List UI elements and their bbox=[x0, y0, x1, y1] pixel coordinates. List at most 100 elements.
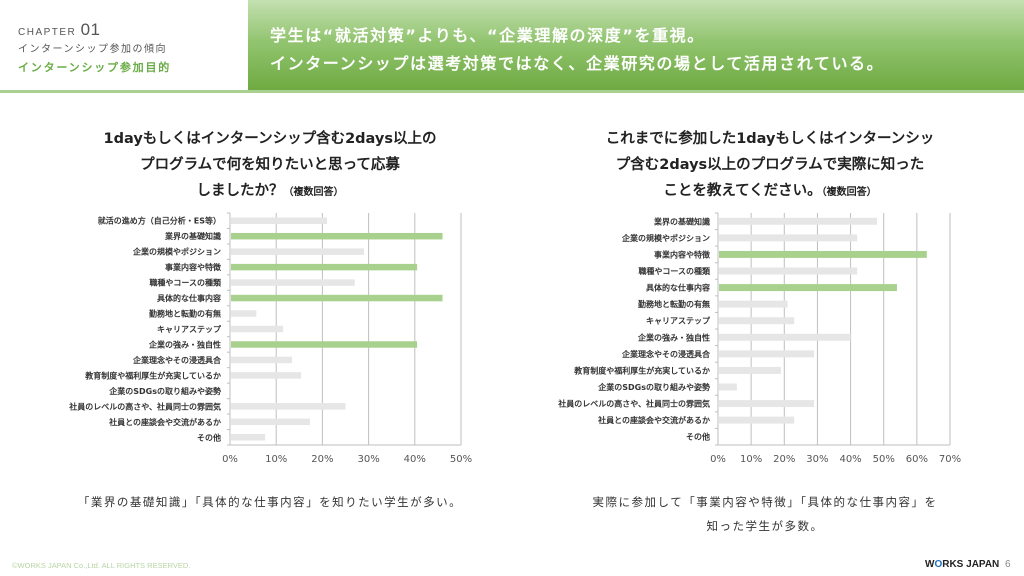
bar bbox=[719, 267, 858, 275]
x-tick-label: 0% bbox=[710, 454, 726, 465]
chart-right-title-line-2: プ含む2days以上のプログラムで実際に知った bbox=[615, 157, 925, 173]
category-label: 企業の規模やポジション bbox=[132, 247, 221, 257]
bar bbox=[231, 325, 284, 333]
page-number: 6 bbox=[1005, 559, 1011, 570]
bar bbox=[719, 300, 788, 308]
chart-right-caption-line-1: 実際に参加して「事業内容や特徴」「具体的な仕事内容」を bbox=[592, 495, 938, 509]
bar bbox=[231, 310, 257, 317]
x-tick-label: 40% bbox=[839, 454, 861, 465]
chart-right-caption: 実際に参加して「事業内容や特徴」「具体的な仕事内容」を 知った学生が多数。 bbox=[530, 490, 1000, 538]
category-label: 業界の基礎知識 bbox=[653, 216, 710, 226]
x-tick-label: 10% bbox=[265, 454, 287, 465]
bar bbox=[719, 400, 815, 408]
category-label: 事業内容や特徴 bbox=[165, 262, 222, 272]
bar bbox=[719, 217, 878, 225]
category-label: 企業の強み・独自性 bbox=[637, 332, 710, 342]
category-label: 就活の進め方（自己分析・ES等） bbox=[98, 216, 221, 226]
category-label: 社員との座談会や交流があるか bbox=[108, 417, 221, 427]
copyright: ©WORKS JAPAN Co.,Ltd. ALL RIGHTS RESERVE… bbox=[12, 561, 191, 570]
chart-left-title-line-2: プログラムで何を知りたいと思って応募 bbox=[140, 157, 400, 173]
x-tick-label: 50% bbox=[873, 454, 895, 465]
x-tick-label: 50% bbox=[450, 454, 472, 465]
bar bbox=[719, 383, 737, 391]
section-title: インターンシップ参加の傾向 bbox=[18, 44, 167, 55]
bar bbox=[231, 294, 443, 302]
bar bbox=[231, 279, 355, 286]
logo-rest: RKS JAPAN bbox=[942, 559, 1000, 570]
x-tick-label: 40% bbox=[404, 454, 426, 465]
category-label: 勤務地と転勤の有無 bbox=[638, 299, 710, 309]
category-label: 企業のSDGsの取り組みや姿勢 bbox=[597, 382, 710, 392]
category-label: 具体的な仕事内容 bbox=[646, 283, 710, 293]
bar bbox=[231, 356, 292, 364]
chart-right-title-note: （複数回答） bbox=[821, 187, 877, 198]
bar bbox=[231, 434, 266, 441]
bar bbox=[719, 234, 858, 242]
works-japan-logo: WORKS JAPAN bbox=[925, 559, 999, 570]
category-label: 教育制度や福利厚生が充実しているか bbox=[84, 370, 221, 380]
bar bbox=[231, 232, 443, 240]
chart-left-title-line-1: 1dayもしくはインターンシップ含む2days以上の bbox=[103, 131, 437, 147]
chart-left: 0% 10% 20% 30% 40% 50% 就活の進め方（自己分析・ES等） 業界の基礎知識… bbox=[68, 212, 472, 465]
category-label: 教育制度や福利厚生が充実しているか bbox=[573, 365, 710, 375]
bar bbox=[231, 341, 418, 348]
category-label: その他 bbox=[686, 432, 710, 442]
logo-o: O bbox=[934, 559, 943, 570]
x-tick-label: 30% bbox=[806, 454, 828, 465]
category-label: 事業内容や特徴 bbox=[654, 249, 711, 259]
category-label: その他 bbox=[197, 432, 221, 442]
bar bbox=[231, 372, 302, 379]
x-tick-label: 70% bbox=[939, 454, 961, 465]
category-label: 企業のSDGsの取り組みや姿勢 bbox=[108, 386, 221, 396]
chart-left-title-line-3: しましたか？ bbox=[196, 183, 284, 199]
category-label: 勤務地と転勤の有無 bbox=[149, 309, 221, 319]
chart-right-caption-line-2: 知った学生が多数。 bbox=[706, 519, 824, 533]
bar bbox=[231, 217, 328, 224]
x-tick-label: 30% bbox=[357, 454, 379, 465]
chart-right-title: これまでに参加した1dayもしくはインターンシッ プ含む2days以上のプログラ… bbox=[560, 126, 980, 206]
x-tick-label: 10% bbox=[740, 454, 762, 465]
category-label: キャリアステップ bbox=[646, 316, 711, 326]
category-label: 企業の強み・独自性 bbox=[148, 339, 221, 349]
bar bbox=[719, 333, 851, 341]
category-label: 具体的な仕事内容 bbox=[157, 293, 221, 303]
logo-w: W bbox=[925, 559, 935, 570]
category-label: 企業理念やその浸透具合 bbox=[132, 355, 222, 365]
chart-right-title-line-1: これまでに参加した1dayもしくはインターンシッ bbox=[605, 131, 935, 147]
bar bbox=[231, 248, 364, 255]
bar bbox=[719, 317, 795, 325]
headline-line-1: 学生は“就活対策”よりも、“企業理解の深度”を重視。 bbox=[270, 26, 705, 45]
bar bbox=[719, 250, 927, 258]
chart-right-title-line-3: ことを教えてください。 bbox=[663, 183, 822, 199]
chapter-text: CHAPTER bbox=[18, 27, 77, 38]
bar bbox=[719, 350, 815, 358]
subsection-title: インターンシップ参加目的 bbox=[18, 61, 172, 74]
chart-left-caption: 「業界の基礎知識」「具体的な仕事内容」を知りたい学生が多い。 bbox=[77, 495, 463, 509]
x-tick-label: 20% bbox=[773, 454, 795, 465]
header-divider bbox=[0, 90, 1024, 93]
chapter-number: 01 bbox=[80, 20, 101, 39]
category-label: 職種やコースの種類 bbox=[149, 278, 222, 288]
chapter-panel: CHAPTER 01 インターンシップ参加の傾向 インターンシップ参加目的 bbox=[0, 0, 248, 88]
category-label: 社員のレベルの高さや、社員同士の雰囲気 bbox=[557, 399, 710, 409]
bar bbox=[719, 366, 781, 374]
chart-left-title: 1dayもしくはインターンシップ含む2days以上の プログラムで何を知りたいと… bbox=[70, 126, 470, 206]
headline-banner: 学生は“就活対策”よりも、“企業理解の深度”を重視。 インターンシップは選考対策… bbox=[248, 0, 1024, 90]
bar bbox=[719, 284, 897, 292]
bar bbox=[231, 403, 346, 410]
x-tick-label: 20% bbox=[311, 454, 333, 465]
category-label: 業界の基礎知識 bbox=[164, 231, 221, 241]
x-tick-label: 0% bbox=[222, 454, 238, 465]
bar bbox=[231, 418, 310, 426]
category-label: キャリアステップ bbox=[157, 324, 222, 334]
x-tick-label: 60% bbox=[906, 454, 928, 465]
category-label: 社員のレベルの高さや、社員同士の雰囲気 bbox=[68, 401, 221, 411]
chart-right: 0% 10% 20% 30% 40% 50% 60% 70% 業界の基礎知識企業の規模やポジショ… bbox=[557, 212, 961, 465]
category-label: 企業理念やその浸透具合 bbox=[621, 349, 711, 359]
category-label: 社員との座談会や交流があるか bbox=[597, 415, 710, 425]
chart-left-title-note: （複数回答） bbox=[283, 187, 344, 198]
bar bbox=[719, 416, 795, 424]
category-label: 企業の規模やポジション bbox=[621, 233, 710, 243]
headline-line-2: インターンシップは選考対策ではなく、企業研究の場として活用されている。 bbox=[270, 54, 885, 73]
